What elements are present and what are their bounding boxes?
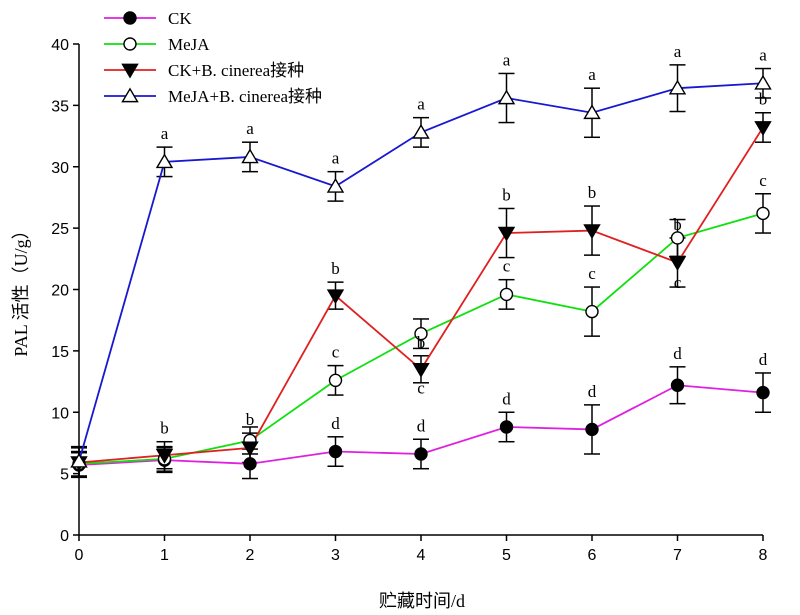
y-tick-label: 25 [51, 221, 69, 238]
data-point [583, 104, 601, 120]
significance-label: c [588, 264, 596, 283]
x-tick-label: 4 [417, 547, 426, 564]
y-tick-label: 40 [51, 37, 69, 54]
data-point [328, 373, 343, 388]
data-point [668, 256, 687, 272]
legend-entry: CK+B. cinerea接种 [104, 61, 304, 80]
legend-label: MeJA+B. cinerea接种 [168, 87, 322, 106]
legend-label: CK+B. cinerea接种 [168, 61, 304, 80]
significance-label: d [759, 350, 768, 369]
data-point [499, 287, 514, 302]
series-line [78, 126, 764, 464]
legend-marker [121, 63, 139, 79]
data-point [670, 231, 685, 245]
data-point [668, 79, 687, 95]
data-point [412, 123, 430, 139]
x-tick-label: 1 [160, 547, 169, 564]
data-point [241, 441, 259, 457]
legend-label: MeJA [168, 35, 210, 54]
significance-label: a [588, 65, 596, 84]
significance-label: c [503, 257, 511, 276]
significance-label: d [588, 382, 597, 401]
data-point [754, 74, 772, 90]
significance-label: a [246, 119, 254, 138]
legend-entry: MeJA [104, 35, 210, 54]
x-tick-label: 3 [331, 547, 340, 564]
significance-label: d [331, 414, 340, 433]
significance-label: d [502, 389, 511, 408]
significance-label: b [331, 259, 340, 278]
data-point [497, 89, 516, 105]
data-point [243, 457, 257, 471]
data-point [756, 206, 770, 221]
significance-label: c [332, 343, 340, 362]
data-point [326, 289, 345, 305]
significance-label: a [417, 95, 425, 114]
significance-label: c [759, 171, 767, 190]
significance-label: a [332, 149, 340, 168]
significance-label: b [588, 183, 597, 202]
y-tick-label: 5 [60, 467, 69, 484]
data-point [585, 304, 599, 319]
data-point [414, 326, 428, 341]
data-point [241, 148, 259, 164]
significance-label: c [417, 379, 425, 398]
significance-label: d [417, 416, 426, 435]
significance-label: a [759, 46, 767, 65]
significance-label: b [160, 419, 169, 438]
data-point [412, 362, 430, 378]
x-axis-title: 贮藏时间/d [379, 591, 465, 611]
data-point [585, 422, 599, 437]
y-axis-title: PAL 活性（U/g） [11, 221, 31, 356]
y-tick-label: 30 [51, 160, 69, 177]
data-point [155, 153, 174, 169]
x-tick-label: 7 [673, 547, 682, 564]
x-tick-label: 2 [246, 547, 255, 564]
y-tick-label: 35 [51, 98, 69, 115]
significance-label: b [246, 410, 255, 429]
legend-marker [123, 11, 137, 25]
legend-label: CK [168, 9, 192, 28]
data-point [670, 378, 685, 392]
significance-label: a [161, 124, 169, 143]
data-point [497, 226, 516, 242]
legend-marker [123, 37, 137, 51]
y-tick-label: 10 [51, 405, 69, 422]
significance-label: b [759, 90, 768, 109]
data-point [414, 447, 428, 461]
series-layer [70, 64, 772, 480]
data-point [499, 420, 514, 434]
significance-label: a [503, 50, 511, 69]
y-tick-label: 15 [51, 344, 69, 361]
data-point [754, 121, 772, 136]
x-tick-label: 6 [588, 547, 597, 564]
significance-label: b [673, 215, 682, 234]
legend-entry: CK [104, 9, 192, 28]
data-point [756, 385, 770, 400]
significance-label: b [417, 333, 426, 352]
data-point [70, 452, 88, 468]
y-tick-label: 20 [51, 283, 69, 300]
y-tick-label: 0 [60, 528, 69, 545]
data-point [583, 224, 601, 240]
x-tick-label: 0 [75, 547, 84, 564]
significance-label: a [674, 42, 682, 61]
data-points [70, 74, 772, 468]
legend: CK MeJA CK+B. cinerea接种 MeJA+B. cinerea接种 [104, 9, 322, 106]
axes: 0 1 2 3 4 5 6 7 8 0 5 10 15 20 25 30 35 40 [51, 37, 767, 564]
x-tick-label: 8 [759, 547, 768, 564]
data-point [326, 177, 345, 193]
legend-entry: MeJA+B. cinerea接种 [104, 87, 322, 106]
significance-label: c [674, 273, 682, 292]
data-point [328, 444, 343, 459]
legend-marker [121, 87, 139, 103]
data-point [155, 448, 174, 464]
significance-label: d [673, 344, 682, 363]
x-tick-label: 5 [502, 547, 511, 564]
significance-label: b [502, 185, 511, 204]
